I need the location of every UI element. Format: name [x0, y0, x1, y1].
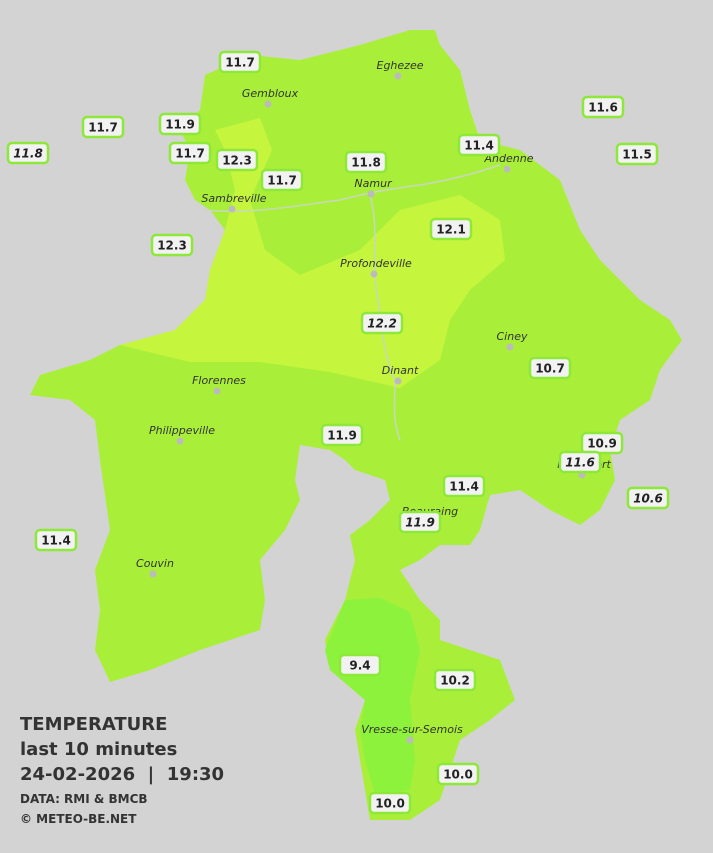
station-box — [6, 141, 50, 165]
station-box — [320, 423, 364, 447]
station-value: 11.7 — [267, 174, 297, 188]
city-label: Florennes — [192, 374, 246, 387]
station-box — [215, 148, 259, 172]
station-value: 11.4 — [449, 480, 479, 494]
station-value: 12.1 — [436, 223, 466, 237]
city-label: Ciney — [497, 330, 528, 343]
station-value: 11.5 — [622, 148, 652, 162]
city-dot — [228, 205, 236, 213]
warm-zone — [120, 118, 505, 388]
station-box — [368, 791, 412, 815]
city-dot — [370, 270, 378, 278]
legend-source: DATA: RMI & BMCB — [20, 792, 148, 806]
station-value: 11.9 — [165, 118, 195, 132]
station-box — [580, 431, 624, 455]
station-value: 12.3 — [222, 154, 252, 168]
station-box — [626, 486, 670, 510]
station-box — [260, 168, 304, 192]
station-box — [558, 450, 602, 474]
station-value: 11.7 — [175, 147, 205, 161]
city-dot — [394, 72, 402, 80]
station-value: 9.4 — [349, 659, 370, 673]
city-label: Eghezee — [377, 59, 424, 72]
city-dot — [367, 190, 375, 198]
legend-copyright: © METEO-BE.NET — [20, 812, 137, 826]
station-box — [218, 50, 262, 74]
station-box — [344, 150, 388, 174]
city-dot — [213, 387, 221, 395]
city-dot — [503, 165, 511, 173]
legend-subtitle: last 10 minutes — [20, 739, 177, 760]
station-box — [436, 762, 480, 786]
station-value: 11.8 — [351, 156, 381, 170]
stations: 11.7 11.7 11.9 11.8 11.7 12.3 11.7 11.8 11.4 11.6… — [6, 50, 670, 815]
station-value: 11.9 — [405, 516, 435, 530]
station-box — [168, 141, 212, 165]
legend-title: TEMPERATURE — [20, 714, 167, 735]
station-value: 10.0 — [443, 768, 473, 782]
station-box — [338, 653, 382, 677]
cool-zone — [325, 598, 420, 795]
city-label: Gembloux — [242, 87, 299, 100]
city-label: Vresse-sur-Semois — [361, 723, 463, 736]
city-dot — [264, 100, 272, 108]
station-value: 10.9 — [587, 437, 617, 451]
station-box — [150, 233, 194, 257]
station-box — [442, 474, 486, 498]
city-label: Dinant — [382, 364, 419, 377]
station-box — [158, 112, 202, 136]
station-value: 11.7 — [225, 56, 255, 70]
station-box — [457, 133, 501, 157]
city-label: Sambreville — [201, 192, 266, 205]
station-value: 11.7 — [88, 121, 118, 135]
station-value: 11.6 — [588, 101, 618, 115]
cities: EghezeeGemblouxAndenneNamurSambrevillePr… — [136, 59, 611, 744]
station-value: 12.2 — [367, 317, 397, 331]
station-box — [433, 668, 477, 692]
city-dot — [176, 437, 184, 445]
station-value: 10.7 — [535, 362, 565, 376]
station-box — [360, 311, 404, 335]
city-label: Namur — [354, 177, 393, 190]
station-value: 10.6 — [633, 492, 663, 506]
station-value: 11.4 — [464, 139, 494, 153]
city-label: Philippeville — [149, 424, 215, 437]
station-value: 10.0 — [375, 797, 405, 811]
station-value: 12.3 — [157, 239, 187, 253]
city-dot — [506, 343, 514, 351]
legend-datetime: 24-02-2026 | 19:30 — [20, 764, 224, 785]
city-dot — [406, 736, 414, 744]
city-label: Couvin — [136, 557, 174, 570]
station-value: 11.8 — [13, 147, 43, 161]
station-value: 10.2 — [440, 674, 470, 688]
station-box — [615, 142, 659, 166]
city-label: Profondeville — [340, 257, 412, 270]
station-box — [429, 217, 473, 241]
station-box — [528, 356, 572, 380]
station-box — [581, 95, 625, 119]
station-value: 11.6 — [565, 456, 595, 470]
city-dot — [149, 570, 157, 578]
station-value: 11.9 — [327, 429, 357, 443]
station-value: 11.4 — [41, 534, 71, 548]
city-dot — [394, 377, 402, 385]
station-box — [81, 115, 125, 139]
station-box — [398, 510, 442, 534]
station-box — [34, 528, 78, 552]
